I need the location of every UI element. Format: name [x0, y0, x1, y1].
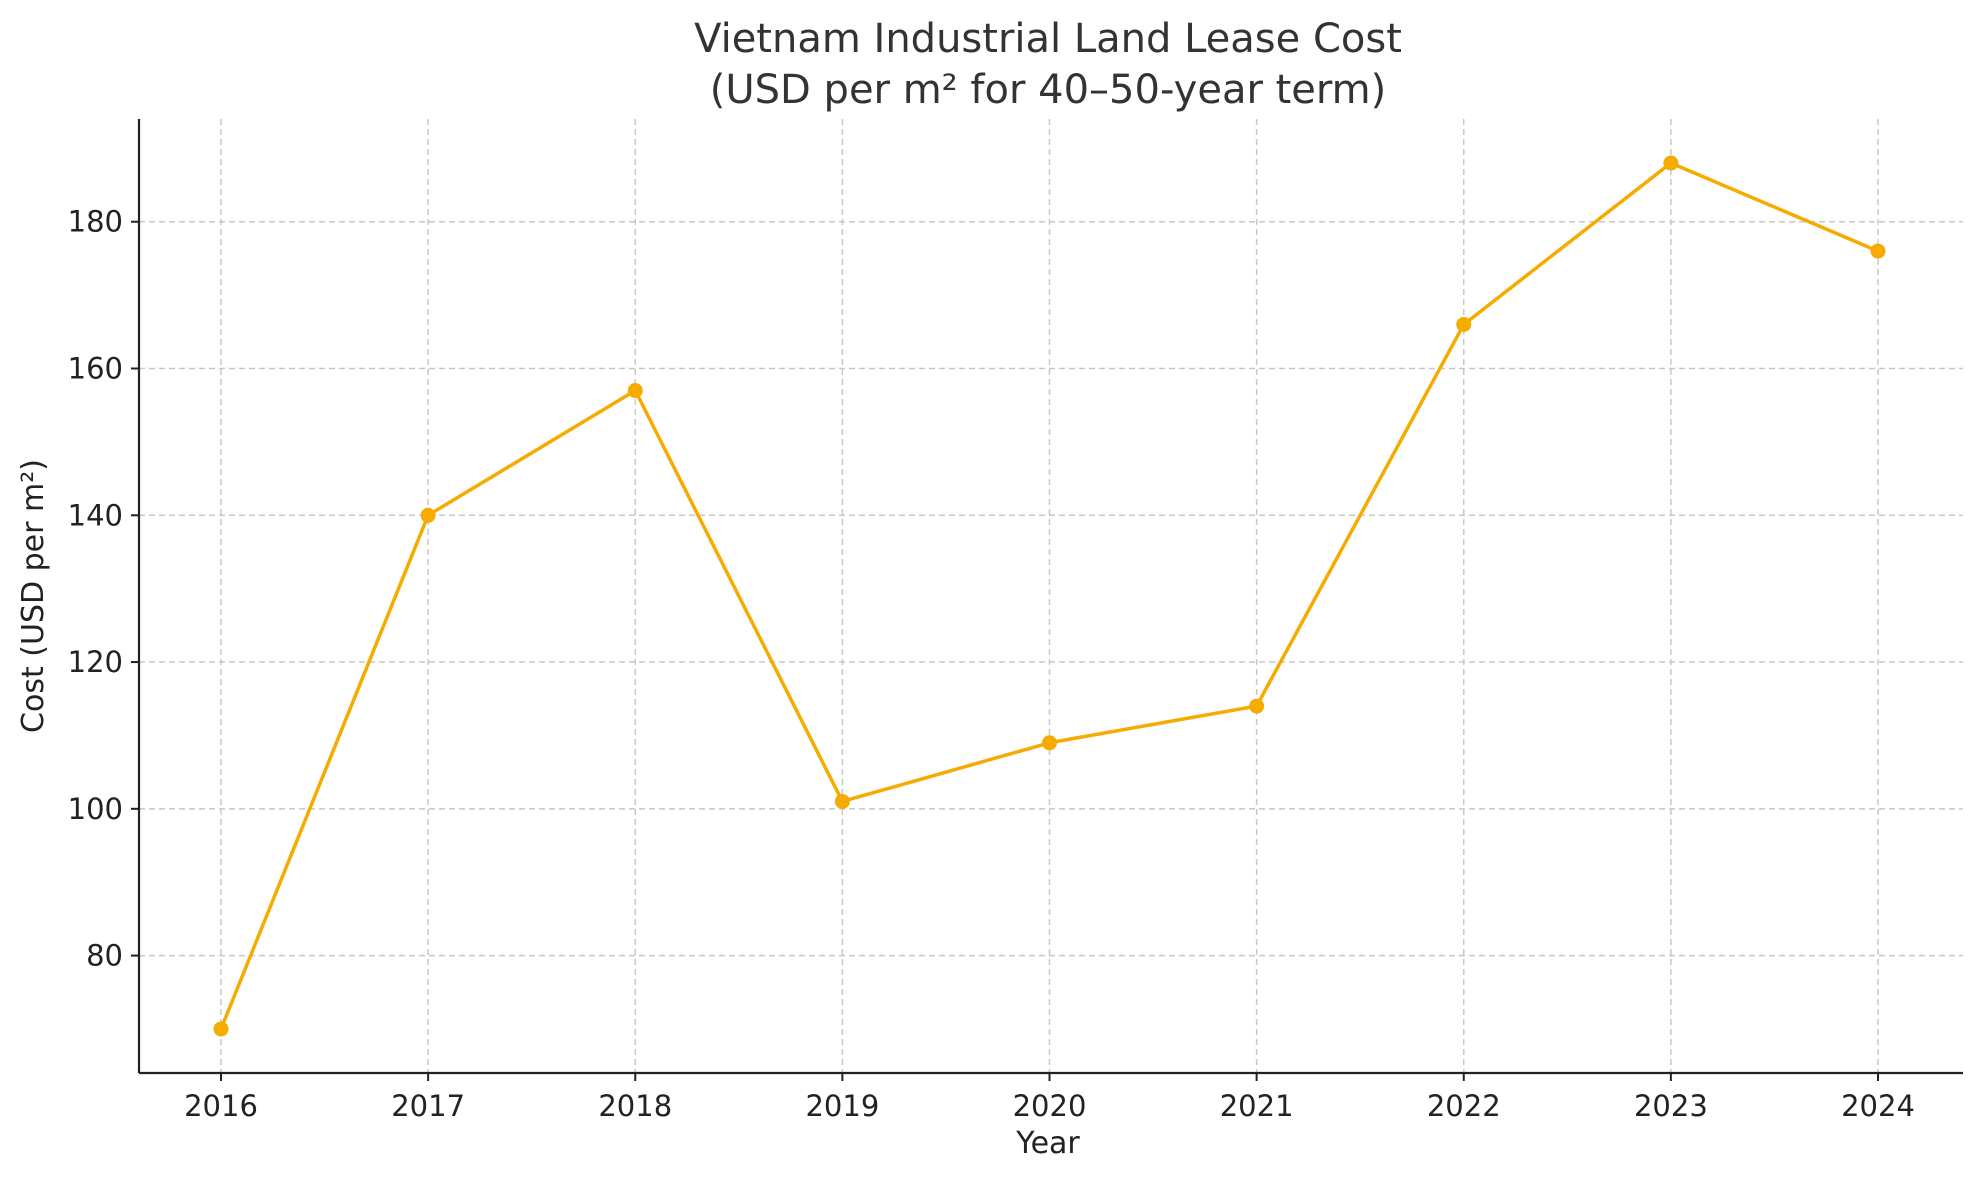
x-tick-label: 2018: [598, 1089, 672, 1123]
x-tick-label: 2024: [1841, 1089, 1915, 1123]
x-tick-label: 2016: [184, 1089, 258, 1123]
data-point: [1663, 155, 1679, 171]
data-point: [1456, 316, 1472, 332]
data-point: [213, 1021, 229, 1037]
data-point: [627, 383, 643, 399]
data-point: [420, 507, 436, 523]
data-point: [834, 793, 850, 809]
y-tick-label: 160: [68, 352, 123, 386]
y-tick-label: 100: [68, 792, 123, 826]
x-tick-label: 2023: [1634, 1089, 1708, 1123]
y-tick-label: 180: [68, 205, 123, 239]
series: [213, 155, 1886, 1037]
grid: [139, 119, 1963, 1073]
y-tick-label: 120: [68, 645, 123, 679]
x-tick-label: 2017: [391, 1089, 465, 1123]
y-axis-label: Cost (USD per m²): [16, 459, 51, 733]
y-tick-label: 80: [86, 939, 123, 973]
axes: [137, 119, 1963, 1075]
x-tick-label: 2020: [1013, 1089, 1087, 1123]
chart-title-line2: (USD per m² for 40–50-year term): [710, 67, 1386, 113]
chart-title-line1: Vietnam Industrial Land Lease Cost: [694, 16, 1402, 62]
data-point: [1249, 698, 1265, 714]
y-tick-label: 140: [68, 498, 123, 532]
x-axis-label: Year: [1015, 1126, 1080, 1161]
x-tick-label: 2019: [805, 1089, 879, 1123]
data-point: [1042, 735, 1057, 751]
x-tick-label: 2021: [1220, 1089, 1294, 1123]
ticks: 2016 2017 2018 2019 2020 2021 2022 2023 2024 80 10…: [68, 205, 1915, 1123]
x-tick-label: 2022: [1427, 1089, 1501, 1123]
data-point: [1870, 243, 1886, 259]
